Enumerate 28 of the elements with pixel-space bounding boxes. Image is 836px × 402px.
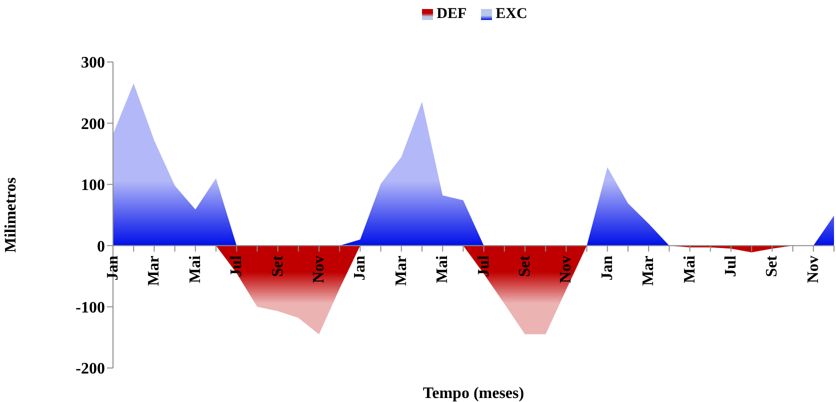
x-tick-label: Mai xyxy=(434,255,452,284)
y-axis-title: Milimetros xyxy=(2,177,20,253)
x-tick-label: Jul xyxy=(228,255,246,277)
x-tick-label: Mar xyxy=(146,256,163,286)
y-tick-label: 100 xyxy=(81,177,105,194)
x-tick-label: Mar xyxy=(392,256,410,286)
y-tick-label: -100 xyxy=(76,299,105,316)
x-axis-title: Tempo (meses) xyxy=(422,385,524,402)
x-tick-label: Nov xyxy=(804,256,822,284)
x-tick-label: Set xyxy=(269,254,286,277)
x-tick-label: Nov xyxy=(310,256,328,284)
x-tick-label: Set xyxy=(516,254,534,277)
x-tick-label: Set xyxy=(764,254,781,277)
x-tick-label: Jul xyxy=(722,255,740,277)
y-tick-label: 300 xyxy=(81,54,105,72)
x-tick-label: Mai xyxy=(681,255,698,284)
y-tick-label: 0 xyxy=(97,238,105,256)
legend-label: EXC xyxy=(496,6,528,23)
x-tick-label: Jan xyxy=(104,256,122,281)
x-tick-label: Jan xyxy=(598,256,616,281)
x-tick-label: Mar xyxy=(640,256,658,286)
y-tick-label: -200 xyxy=(76,360,105,378)
x-tick-label: Jan xyxy=(352,256,369,281)
x-tick-label: Mai xyxy=(186,255,204,284)
x-tick-label: Jul xyxy=(475,255,492,277)
legend-label: DEF xyxy=(436,6,467,23)
x-tick-label: Nov xyxy=(558,256,575,284)
y-tick-label: 200 xyxy=(81,116,105,133)
